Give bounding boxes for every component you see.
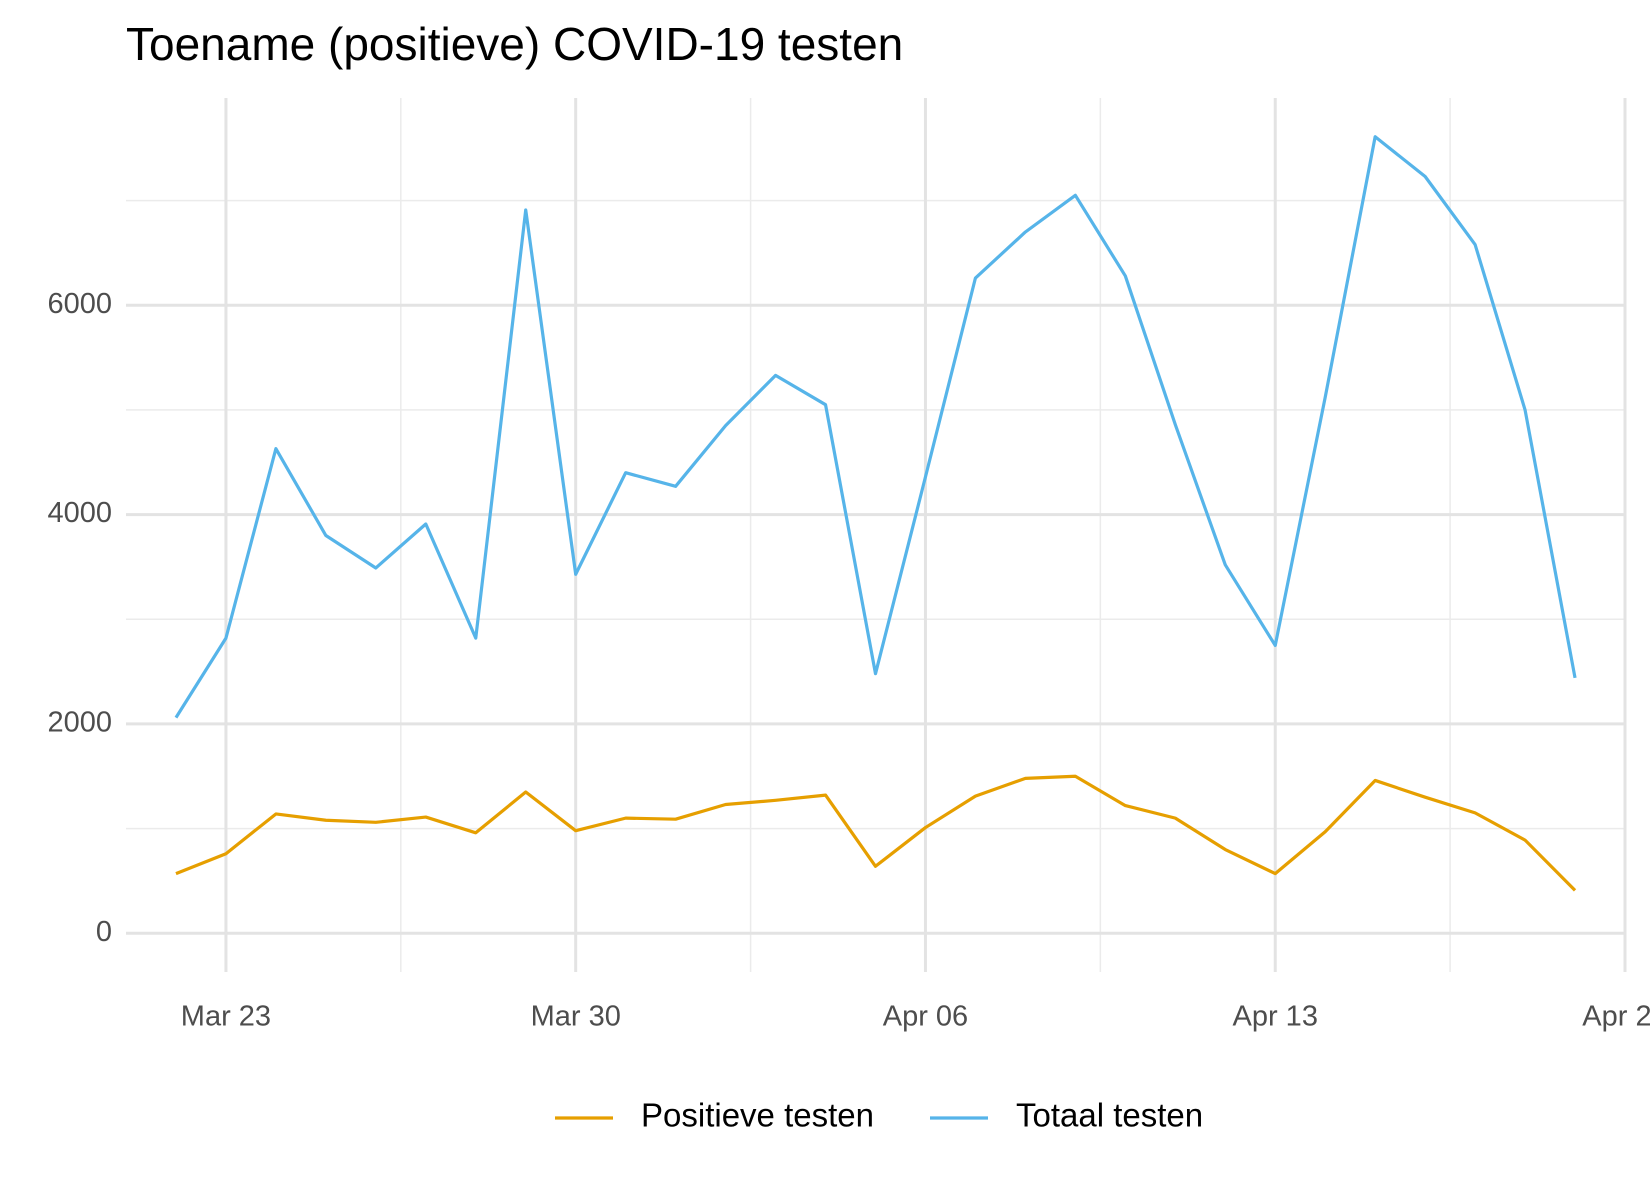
x-tick-label: Mar 23 (181, 1001, 271, 1033)
data-line (175, 774, 1577, 892)
data-line (174, 135, 1577, 719)
x-tick-label: Apr 06 (883, 1001, 968, 1033)
y-tick-label: 2000 (47, 707, 112, 739)
legend-label: Positieve testen (641, 1097, 874, 1134)
y-tick-label: 6000 (47, 288, 112, 320)
legend-label: Totaal testen (1016, 1097, 1203, 1134)
y-tick-label: 4000 (47, 497, 112, 529)
x-tick-label: Apr 20 (1582, 1001, 1650, 1033)
x-tick-label: Mar 30 (531, 1001, 621, 1033)
x-tick-label: Apr 13 (1233, 1001, 1318, 1033)
y-tick-label: 0 (96, 916, 112, 948)
chart-title: Toename (positieve) COVID-19 testen (126, 18, 903, 70)
